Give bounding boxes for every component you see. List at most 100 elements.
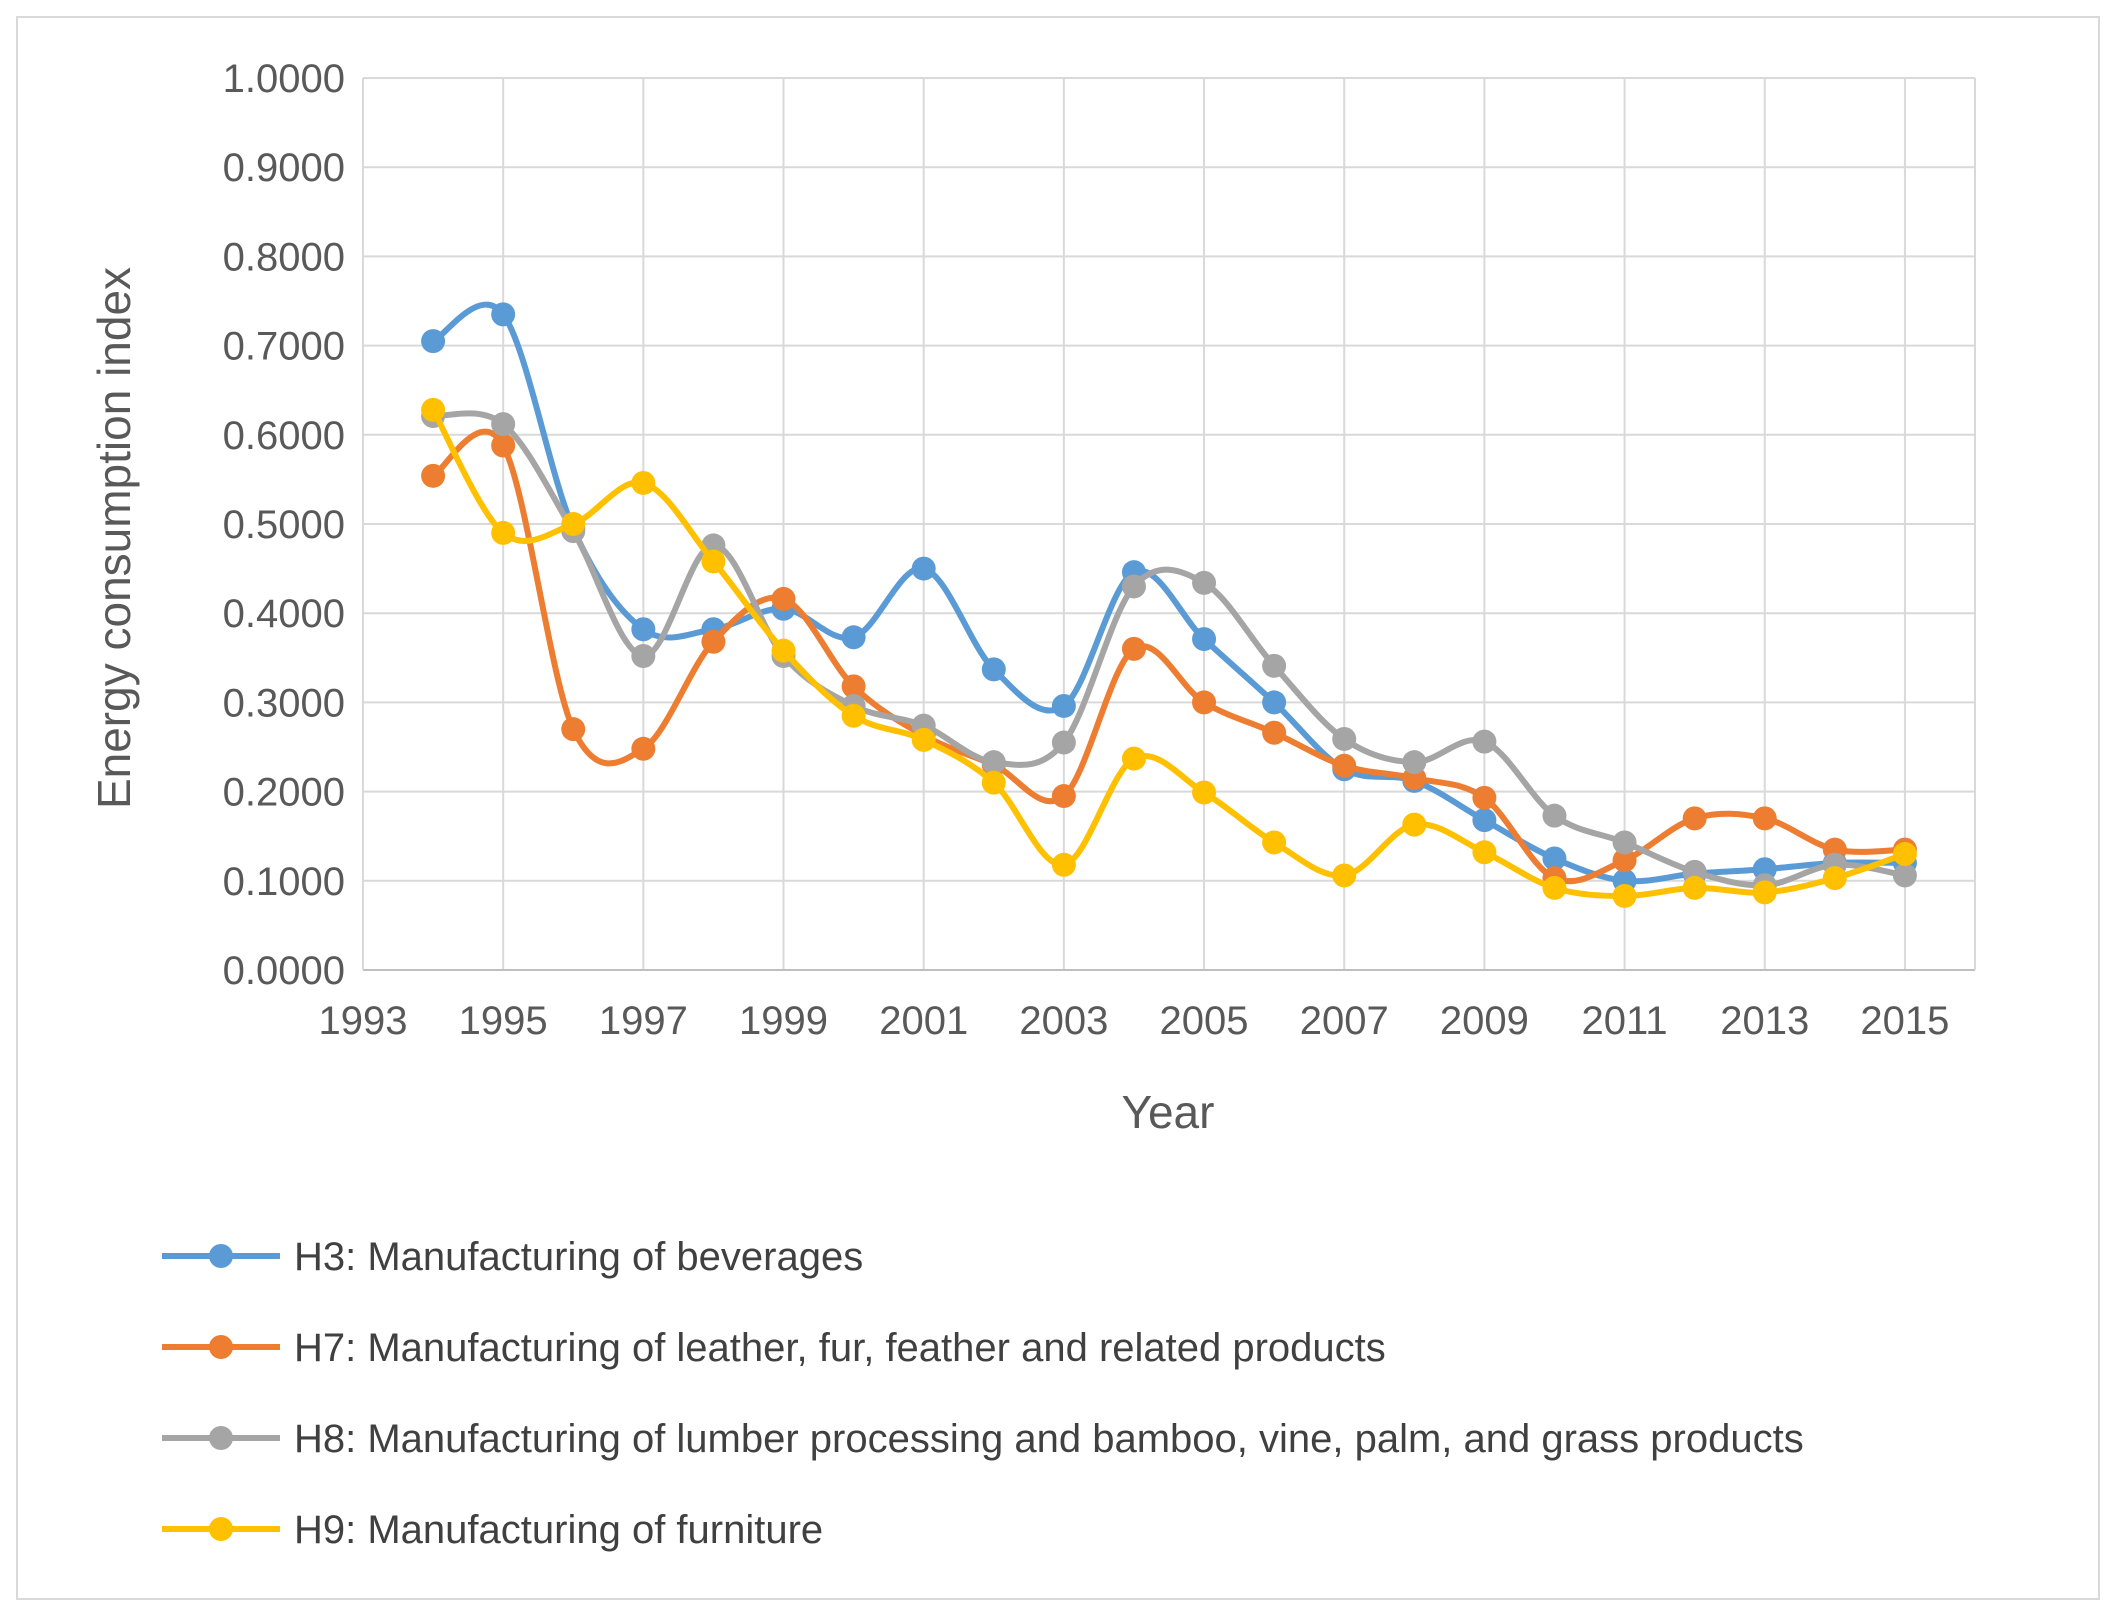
data-point xyxy=(1051,852,1076,877)
legend-label: H3: Manufacturing of beverages xyxy=(294,1235,863,1279)
data-point xyxy=(491,433,516,458)
data-point xyxy=(1752,880,1777,905)
data-point xyxy=(1402,812,1427,837)
data-point xyxy=(1892,863,1917,888)
data-point xyxy=(981,750,1006,775)
data-point xyxy=(1472,785,1497,810)
data-point xyxy=(421,397,446,422)
x-tick-label: 2005 xyxy=(1160,999,1249,1043)
data-point xyxy=(421,463,446,488)
data-point xyxy=(1542,846,1567,871)
data-point xyxy=(1192,690,1217,715)
y-tick-label: 0.7000 xyxy=(223,325,345,369)
data-point xyxy=(1612,830,1637,855)
legend-marker xyxy=(209,1335,233,1359)
data-point xyxy=(631,470,656,495)
series-4 xyxy=(421,397,1917,908)
y-tick-label: 0.2000 xyxy=(223,771,345,815)
x-tick-label: 2003 xyxy=(1019,999,1108,1043)
x-tick-label: 2015 xyxy=(1860,999,1949,1043)
x-tick-label: 1999 xyxy=(739,999,828,1043)
legend-entry-3: H8: Manufacturing of lumber processing a… xyxy=(162,1417,1804,1461)
data-point xyxy=(631,617,656,642)
data-point xyxy=(1051,730,1076,755)
data-point xyxy=(981,770,1006,795)
x-tick-labels: 1993 1995 1997 1999 2001 2003 2005 2007 2009 2011… xyxy=(319,999,1950,1043)
axes xyxy=(362,78,1976,971)
data-point xyxy=(561,717,586,742)
y-tick-label: 0.3000 xyxy=(223,681,345,725)
data-point xyxy=(771,638,796,663)
data-point xyxy=(1192,780,1217,805)
legend-entry-4: H9: Manufacturing of furniture xyxy=(162,1508,823,1552)
legend-label: H9: Manufacturing of furniture xyxy=(294,1508,823,1552)
data-point xyxy=(491,302,516,327)
data-point xyxy=(631,736,656,761)
data-point xyxy=(1192,627,1217,652)
data-point xyxy=(1332,753,1357,778)
y-tick-label: 1.0000 xyxy=(223,57,345,101)
data-point xyxy=(1472,808,1497,833)
legend-marker xyxy=(209,1426,233,1450)
data-point xyxy=(701,629,726,654)
legend: H3: Manufacturing of beverages H7: Manufa… xyxy=(162,1235,1804,1552)
legend-entry-1: H3: Manufacturing of beverages xyxy=(162,1235,863,1279)
data-point xyxy=(1822,866,1847,891)
data-point xyxy=(631,644,656,669)
gridlines xyxy=(363,77,1975,970)
data-point xyxy=(1332,863,1357,888)
data-point xyxy=(1192,570,1217,595)
data-point xyxy=(1121,636,1146,661)
data-point xyxy=(421,329,446,354)
series-line xyxy=(430,301,1908,885)
series-lines xyxy=(421,301,1917,908)
y-tick-label: 0.0000 xyxy=(223,949,345,993)
x-axis-title: Year xyxy=(1122,1086,1215,1138)
energy-index-chart: 0.0000 0.1000 0.2000 0.3000 0.4000 0.5000 0.60… xyxy=(88,57,1976,1552)
data-point xyxy=(491,412,516,437)
data-point xyxy=(1682,875,1707,900)
x-tick-label: 2001 xyxy=(879,999,968,1043)
y-tick-label: 0.4000 xyxy=(223,592,345,636)
data-point xyxy=(1542,803,1567,828)
data-point xyxy=(1121,574,1146,599)
data-point xyxy=(701,549,726,574)
legend-label: H8: Manufacturing of lumber processing a… xyxy=(294,1417,1804,1461)
data-point xyxy=(1892,842,1917,867)
legend-entry-2: H7: Manufacturing of leather, fur, feath… xyxy=(162,1326,1386,1370)
data-point xyxy=(1542,875,1567,900)
data-point xyxy=(841,703,866,728)
y-tick-label: 0.9000 xyxy=(223,146,345,190)
y-tick-label: 0.1000 xyxy=(223,860,345,904)
data-point xyxy=(561,512,586,536)
data-point xyxy=(1332,726,1357,751)
data-point xyxy=(1262,830,1287,855)
data-point xyxy=(1612,883,1637,908)
data-point xyxy=(1051,784,1076,809)
x-tick-label: 2013 xyxy=(1720,999,1809,1043)
data-point xyxy=(1051,693,1076,718)
x-tick-label: 1997 xyxy=(599,999,688,1043)
data-point xyxy=(1262,690,1287,715)
y-tick-label: 0.6000 xyxy=(223,414,345,458)
data-point xyxy=(1121,746,1146,771)
data-point xyxy=(911,556,936,581)
y-tick-label: 0.5000 xyxy=(223,503,345,547)
data-point xyxy=(1752,806,1777,831)
data-point xyxy=(1682,806,1707,831)
legend-label: H7: Manufacturing of leather, fur, feath… xyxy=(294,1326,1386,1370)
x-tick-label: 1993 xyxy=(319,999,408,1043)
data-point xyxy=(911,727,936,752)
data-point xyxy=(1612,848,1637,873)
data-point xyxy=(841,674,866,699)
y-axis-title: Energy consumption index xyxy=(88,267,140,809)
series-1 xyxy=(421,301,1917,893)
x-tick-label: 2011 xyxy=(1582,999,1668,1043)
x-tick-label: 2009 xyxy=(1440,999,1529,1043)
data-point xyxy=(1402,750,1427,775)
data-point xyxy=(981,657,1006,682)
data-point xyxy=(771,586,796,611)
data-point xyxy=(1472,729,1497,754)
y-tick-label: 0.8000 xyxy=(223,235,345,279)
chart-frame: 0.0000 0.1000 0.2000 0.3000 0.4000 0.5000 0.60… xyxy=(16,16,2100,1600)
